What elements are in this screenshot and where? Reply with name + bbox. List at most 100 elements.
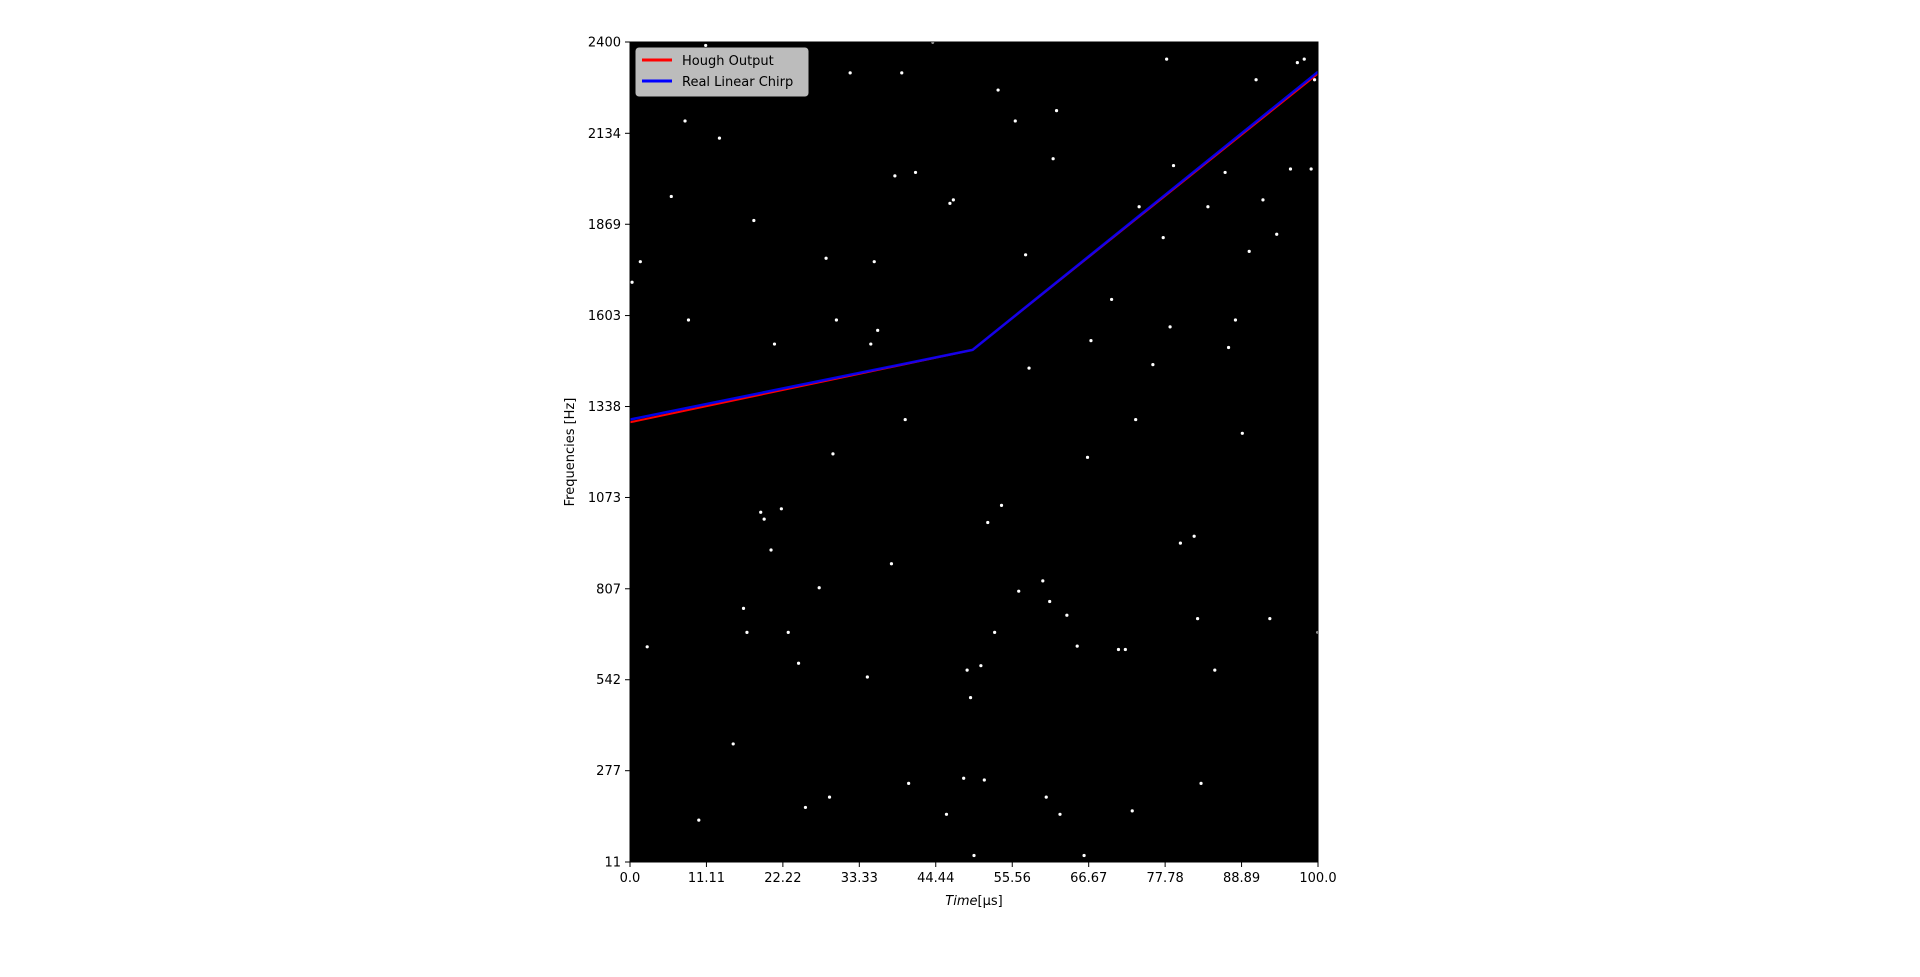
noise-point [913,170,918,175]
noise-points [630,42,1318,858]
noise-point [759,510,763,514]
plot-area [630,42,1318,862]
x-tick-label: 66.67 [1070,871,1107,886]
noise-point [762,517,766,521]
noise-point [752,218,756,223]
noise-point [872,260,876,264]
noise-point [962,776,966,780]
x-tick-label: 77.78 [1147,871,1184,886]
noise-point [630,280,634,284]
noise-point [944,812,949,816]
noise-point [1192,534,1196,538]
noise-point [1110,297,1114,302]
noise-point [779,507,783,511]
noise-point [965,668,969,672]
noise-point [951,198,955,202]
plot-frame [629,41,1319,863]
x-tick-label: 0.0 [620,871,641,886]
noise-point [817,586,821,590]
noise-point [1151,363,1155,367]
x-axis-label: Time[μs] [945,894,1002,909]
noise-point [1082,853,1086,858]
noise-point [1240,431,1244,435]
noise-point [1196,617,1200,621]
y-tick-label: 2400 [588,36,621,51]
noise-point [968,695,973,700]
noise-point [900,71,904,75]
noise-point [1178,541,1182,545]
y-tick-label: 11 [604,856,621,871]
noise-point [903,417,907,422]
noise-point [999,503,1004,507]
x-tick-label: 100.0 [1299,871,1336,886]
noise-point [772,342,777,346]
noise-point [786,630,790,634]
noise-point [1233,318,1238,322]
noise-point [704,43,708,48]
noise-point [1027,366,1031,370]
legend-label-real-linear-chirp: Real Linear Chirp [682,75,793,90]
noise-point [686,318,691,322]
x-tick-label: 44.44 [917,871,954,886]
y-tick-label: 2134 [588,127,621,142]
noise-point [1247,249,1251,253]
noise-point [1213,668,1217,672]
noise-point [1261,198,1265,202]
noise-point [996,88,1000,92]
noise-point [982,778,986,782]
noise-point [717,136,722,140]
noise-point [1085,455,1090,459]
noise-point [1161,236,1165,240]
x-axis: 0.0 11.11 22.22 33.33 44.44 55.56 66.67 77.78 88… [620,862,1337,886]
noise-point [1134,417,1138,422]
noise-point [1058,812,1062,816]
noise-point [1199,781,1203,785]
noise-point [741,606,746,610]
noise-point [697,818,701,822]
noise-point [1226,345,1231,350]
x-tick-label: 33.33 [841,871,878,886]
noise-point [889,562,894,566]
noise-point [869,342,873,346]
noise-point [827,795,832,799]
noise-point [1013,119,1017,123]
noise-point [1054,109,1059,113]
noise-point [1171,163,1176,168]
noise-point [1168,325,1172,329]
noise-point [1295,60,1299,65]
noise-point [848,71,852,75]
noise-point [972,853,976,858]
noise-point [1309,167,1313,171]
noise-point [948,201,952,205]
noise-point [1165,57,1169,61]
noise-point [1130,809,1134,813]
x-tick-label: 22.22 [764,871,801,886]
noise-point [731,742,735,746]
noise-point [834,318,839,322]
noise-point [893,174,897,178]
noise-point [1051,157,1055,161]
y-axis-label: Frequencies [Hz] [563,398,578,507]
y-tick-label: 277 [596,764,621,779]
series-line-real-linear-chirp [630,70,1318,421]
noise-point [865,675,869,679]
noise-point [1044,795,1048,799]
x-tick-label: 11.11 [688,871,725,886]
y-tick-label: 1338 [588,400,621,415]
noise-point [669,194,673,199]
noise-point [1017,589,1021,593]
legend-label-hough-output: Hough Output [682,54,774,69]
noise-point [803,805,808,810]
noise-point [1041,579,1045,583]
noise-point [1065,613,1069,617]
x-axis-label-unit: [μs] [978,894,1003,909]
legend: Hough Output Real Linear Chirp [635,47,809,97]
y-tick-label: 807 [596,582,621,597]
noise-point [1312,78,1317,82]
series-lines [630,70,1318,424]
noise-point [745,630,749,634]
noise-point [1288,167,1293,171]
noise-point [1116,647,1121,652]
y-tick-label: 1073 [588,491,621,506]
